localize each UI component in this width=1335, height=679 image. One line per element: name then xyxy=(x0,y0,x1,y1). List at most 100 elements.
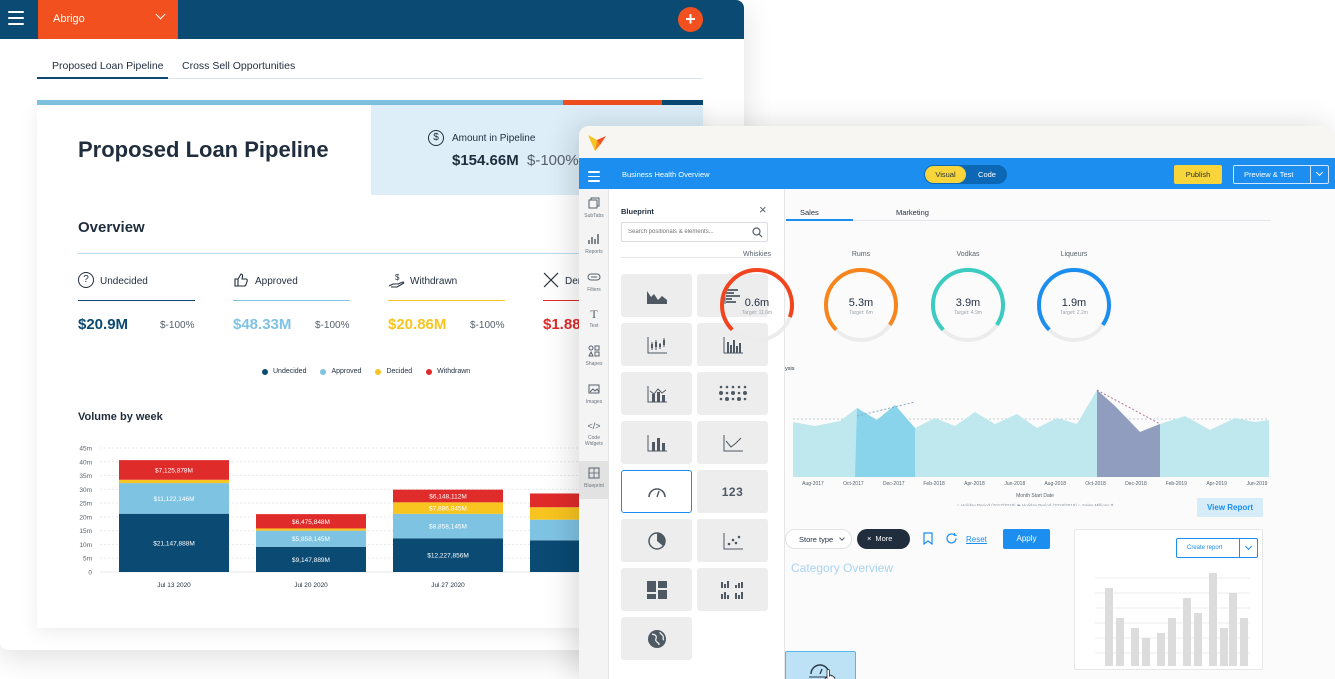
visual-mode-button[interactable]: Visual xyxy=(925,166,966,183)
data-label: $8,858,145M xyxy=(429,524,467,531)
rail-item-subtabs[interactable]: SubTabs xyxy=(579,197,609,219)
hamburger-menu-icon[interactable] xyxy=(8,11,24,25)
bar-segment xyxy=(393,513,503,539)
rail-item-reports[interactable]: Reports xyxy=(579,233,609,255)
rail-item-text[interactable]: T Text xyxy=(579,307,609,329)
code-mode-button[interactable]: Code xyxy=(978,170,996,179)
pipeline-progress-strip xyxy=(37,100,703,105)
globe-map-tile[interactable] xyxy=(621,617,692,660)
gauge-value: 1.9m xyxy=(1061,297,1087,309)
x-tick-label: Jun-2019 xyxy=(1247,481,1268,487)
gauge-dial xyxy=(931,268,1005,342)
gauge-target: Target: 2.2m xyxy=(1060,310,1088,316)
gauge-tile[interactable] xyxy=(621,470,692,513)
x-tick-label: Jun-2018 xyxy=(1004,481,1025,487)
category-overview-heading: Category Overview xyxy=(791,561,894,575)
rail-item-code-widgets[interactable]: </> Code Widgets xyxy=(584,421,604,447)
rail-item-blueprint[interactable]: Blueprint xyxy=(579,461,609,499)
line-chart-tile[interactable] xyxy=(697,421,768,464)
gauge-label: Liqueurs xyxy=(1060,251,1088,258)
gauge-value: 3.9m xyxy=(955,297,981,309)
blueprint-icon xyxy=(587,467,601,481)
publish-button[interactable]: Publish xyxy=(1174,165,1222,184)
number-tile[interactable]: 123 xyxy=(697,470,768,513)
gauge-target: Target: 4.9m xyxy=(954,310,982,316)
add-button[interactable]: + xyxy=(678,7,703,32)
gauge-label: Rums xyxy=(851,251,871,258)
gauge-value: 0.6m xyxy=(744,297,770,309)
y-tick-label: 35m xyxy=(79,473,92,480)
code-icon: </> xyxy=(587,421,601,431)
store-type-select[interactable]: Store type xyxy=(785,529,852,549)
dot-matrix-tile[interactable] xyxy=(697,372,768,415)
treemap-tile[interactable] xyxy=(621,568,692,611)
tab-cross-sell-opportunities[interactable]: Cross Sell Opportunities xyxy=(182,60,296,72)
overview-heading: Overview xyxy=(78,219,145,236)
gauge-dial xyxy=(824,268,898,342)
data-label: $9,147,889M xyxy=(292,557,330,564)
tab-sales[interactable]: Sales xyxy=(800,208,819,217)
x-tick-label: Apr-2019 xyxy=(1206,481,1227,487)
visual-code-toggle: Visual Code xyxy=(924,165,1007,184)
hamburger-menu-icon[interactable] xyxy=(588,171,600,185)
rail-item-shapes[interactable]: Shapes xyxy=(579,345,609,367)
scatter-plot-tile[interactable] xyxy=(697,519,768,562)
bar-chart-tile[interactable] xyxy=(621,421,692,464)
shapes-icon xyxy=(587,345,601,359)
holiday-period-2017-area xyxy=(855,405,915,477)
stat-change: $-100% xyxy=(470,320,505,331)
hand-dollar-icon: $ xyxy=(388,272,405,288)
close-icon[interactable]: × xyxy=(759,202,767,217)
legend-item: Withdrawn xyxy=(426,368,470,375)
bar-segment xyxy=(393,489,503,503)
data-label: $11,122,146M xyxy=(153,496,194,503)
stat-value: $1.88 xyxy=(543,316,581,333)
x-tick-label: Apr-2018 xyxy=(964,481,985,487)
x-tick-label: Aug-2018 xyxy=(1044,481,1066,487)
rail-item-images[interactable]: Images xyxy=(579,383,609,405)
tab-proposed-loan-pipeline[interactable]: Proposed Loan Pipeline xyxy=(52,60,164,72)
x-tick-label: Jul 20 2020 xyxy=(294,582,328,589)
reset-button[interactable]: Reset xyxy=(966,535,987,544)
chevron-down-icon[interactable] xyxy=(1244,542,1253,551)
blueprint-search-input[interactable] xyxy=(621,222,768,242)
status-legend: Undecided Approved Decided Withdrawn xyxy=(262,368,470,375)
amount-label: Amount in Pipeline xyxy=(452,133,536,144)
bar-segment xyxy=(119,460,229,480)
stat-value: $48.33M xyxy=(233,316,292,333)
combo-chart-tile[interactable] xyxy=(621,372,692,415)
x-tick-label: Feb-2019 xyxy=(1166,481,1188,487)
bar-segment xyxy=(393,502,503,514)
gauge-label: Whiskies xyxy=(742,251,771,258)
element-category-rail: SubTabs Reports Filters T Text Shapes Im… xyxy=(579,189,609,679)
reports-icon xyxy=(587,233,601,247)
bar-segment xyxy=(256,514,366,529)
small-multiples-tile[interactable] xyxy=(697,568,768,611)
bookmark-icon[interactable] xyxy=(923,532,933,545)
y-tick-label: 45m xyxy=(79,446,92,453)
view-report-button[interactable]: View Report xyxy=(1197,498,1263,517)
data-label: $12,227,856M xyxy=(427,553,469,560)
text-icon: T xyxy=(590,307,598,321)
question-circle-icon: ? xyxy=(78,272,94,288)
y-tick-label: 15m xyxy=(79,528,92,535)
area-chart-tile[interactable] xyxy=(621,274,692,317)
create-report-button[interactable]: Create report xyxy=(1176,538,1258,558)
rail-item-filters[interactable]: Filters xyxy=(579,271,609,293)
apply-button[interactable]: Apply xyxy=(1003,529,1050,549)
tab-marketing[interactable]: Marketing xyxy=(896,208,929,217)
close-icon: × xyxy=(867,534,872,543)
preview-test-button[interactable]: Preview & Test xyxy=(1233,165,1329,184)
chart-legend: ○ Holiday Period (2017/2018) ◉ Holiday P… xyxy=(957,503,1114,506)
y-tick-label: 40m xyxy=(79,459,92,466)
overview-divider xyxy=(78,253,703,254)
candlestick-tile[interactable] xyxy=(621,323,692,366)
chevron-down-icon[interactable] xyxy=(1315,168,1324,177)
search-icon[interactable] xyxy=(752,227,763,238)
more-filters-button[interactable]: × More xyxy=(857,529,910,549)
dragging-gauge-element[interactable] xyxy=(785,651,856,679)
refresh-icon[interactable] xyxy=(945,532,958,545)
pie-chart-tile[interactable] xyxy=(621,519,692,562)
org-selector[interactable]: Abrigo xyxy=(38,0,178,39)
bar-segment xyxy=(256,528,366,531)
